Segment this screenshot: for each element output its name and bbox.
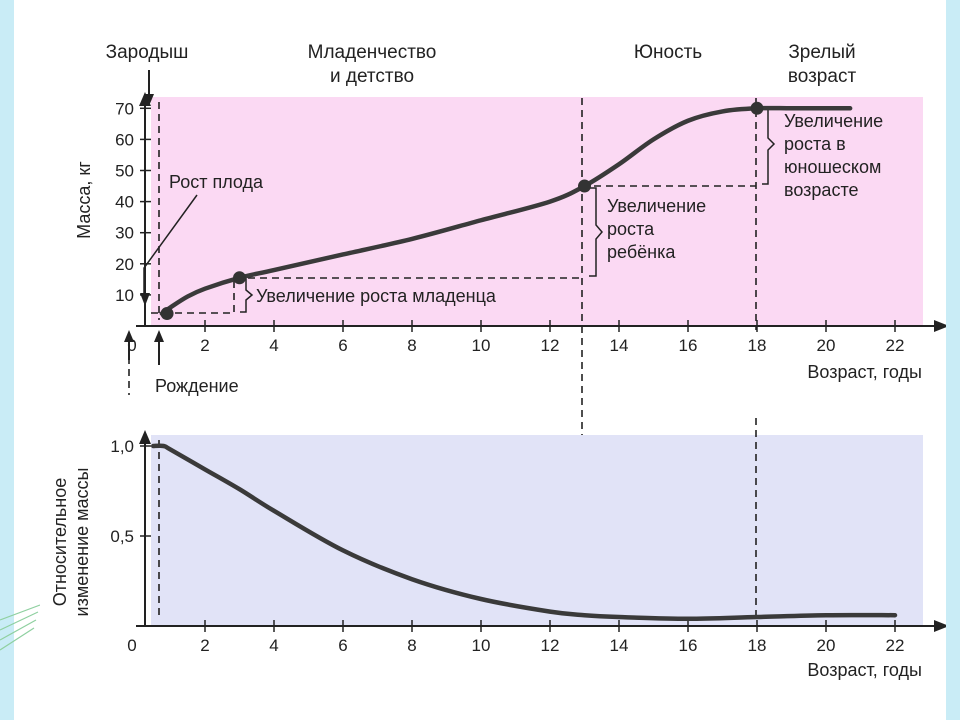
chart-figure: 0 2 4 6 8 10 12 14 16 18 20 2210203040506070Возраст…: [50, 42, 946, 680]
x-tick-label: 6: [338, 336, 347, 355]
milestone-point: [578, 179, 591, 193]
x-tick-label: 0: [127, 636, 136, 655]
slide: 0 2 4 6 8 10 12 14 16 18 20 22 10 20 30 40 50 60 70 Возраст…: [14, 0, 946, 720]
stage-label-adult-line2: возраст: [788, 66, 857, 87]
y-axis-arrow: [139, 430, 151, 444]
fetal-growth-label: Рост плода: [169, 172, 264, 192]
y-tick-label: 60: [115, 130, 134, 149]
conception-arrow-head: [124, 330, 134, 342]
birth-label: Рождение: [155, 376, 239, 396]
y-tick-label: 50: [115, 162, 134, 181]
relative-mass-curve: [151, 443, 898, 622]
y-tick-label: 20: [115, 255, 134, 274]
milestone-point: [160, 307, 174, 321]
x-tick-label: 16: [679, 636, 698, 655]
youth-growth-label: юношеском: [784, 157, 881, 177]
fetal-growth-leader: [143, 194, 198, 295]
x-axis-title: Возраст, годы: [807, 660, 922, 680]
y-tick-label: 10: [115, 286, 134, 305]
x-tick-label: 6: [338, 636, 347, 655]
x-tick-label: 22: [886, 336, 905, 355]
mass-chart: 0 2 4 6 8 10 12 14 16 18 20 22 10 20 30 40 50 60 70 Возраст…: [74, 42, 946, 600]
y-axis-title-line1: Относительное: [50, 478, 70, 607]
stage-label-childhood-line1: Младенчество: [308, 42, 437, 63]
y-axis-title: Масса, кг: [74, 161, 94, 239]
x-tick-label: 2: [200, 336, 209, 355]
relative-mass-chart: 0 2 4 6 8 10 12 14 16 18 20 22 0,5 1,0 Возраст, годы От…: [50, 418, 946, 680]
milestone-point: [233, 271, 246, 285]
x-tick-label: 0: [127, 336, 136, 355]
y-tick-label: 30: [115, 224, 134, 243]
stage-label-youth: Юность: [634, 42, 702, 63]
plot-area: [151, 97, 923, 326]
child-growth-label: Увеличение: [607, 196, 706, 216]
stage-label-childhood-line2: и детство: [330, 66, 414, 87]
child-growth-label: роста: [607, 219, 655, 239]
birth-arrow-head: [154, 330, 164, 342]
x-tick-label: 10: [472, 336, 491, 355]
x-tick-label: 12: [541, 336, 560, 355]
y-axis-title-line2: изменение массы: [72, 468, 92, 617]
youth-growth-label: возрасте: [784, 180, 859, 200]
x-tick-label: 20: [817, 336, 836, 355]
x-tick-label: 18: [748, 336, 767, 355]
child-growth-reference: [151, 277, 582, 314]
child-growth-label: ребёнка: [607, 242, 676, 262]
x-tick-label: 8: [407, 636, 416, 655]
youth-growth-label: роста в: [784, 134, 846, 154]
stage-label-adult-line1: Зрелый: [788, 42, 855, 63]
x-axis-title: Возраст, годы: [807, 362, 922, 382]
fetal-growth-arrow-head: [140, 293, 150, 306]
x-axis-arrow: [934, 320, 946, 332]
child-growth-bracket: [589, 187, 603, 277]
plot-area: [151, 435, 923, 626]
x-tick-label: 14: [610, 636, 629, 655]
decorative-lines: [0, 604, 40, 651]
x-tick-label: 14: [610, 336, 629, 355]
milestone-point: [750, 101, 764, 115]
y-tick-label: 70: [115, 99, 134, 118]
embryo-arrow-head: [144, 94, 154, 106]
y-tick-label: 1,0: [110, 437, 134, 456]
x-tick-label: 12: [541, 636, 560, 655]
x-tick-label: 20: [817, 636, 836, 655]
x-tick-label: 4: [269, 336, 278, 355]
x-tick-label: 16: [679, 336, 698, 355]
y-tick-label: 40: [115, 193, 134, 212]
x-tick-label: 2: [200, 636, 209, 655]
x-tick-label: 22: [886, 636, 905, 655]
infant-growth-label: Увеличение роста младенца: [256, 286, 497, 306]
x-tick-label: 18: [748, 636, 767, 655]
infant-growth-bracket: [240, 278, 254, 313]
y-tick-label: 0,5: [110, 527, 134, 546]
stage-label-embryo: Зародыш: [106, 42, 189, 63]
x-tick-label: 4: [269, 636, 278, 655]
youth-growth-label: Увеличение: [784, 111, 883, 131]
x-axis-arrow: [934, 620, 946, 632]
x-tick-label: 8: [407, 336, 416, 355]
x-tick-label: 10: [472, 636, 491, 655]
